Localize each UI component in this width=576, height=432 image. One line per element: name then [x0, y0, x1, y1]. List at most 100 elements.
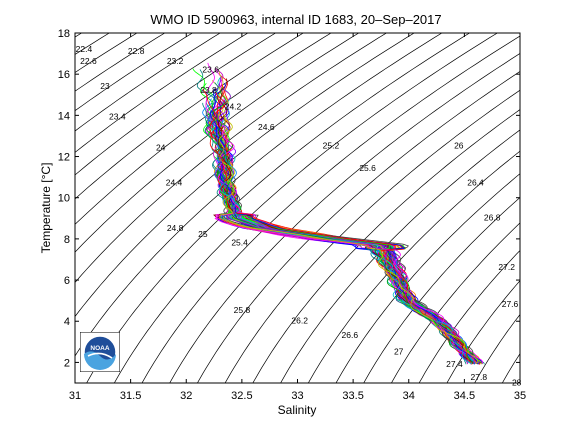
isopycnal-label: 27 — [394, 346, 404, 356]
isopycnal-line — [280, 129, 520, 383]
y-tick-label: 16 — [58, 69, 70, 81]
x-tick-label: 34.5 — [454, 390, 475, 402]
isopycnal-line — [75, 33, 110, 55]
y-tick-label: 2 — [64, 357, 70, 369]
x-tick-label: 31 — [69, 390, 81, 402]
isopycnal-label: 28 — [512, 377, 522, 387]
isopycnal-line — [86, 33, 471, 383]
profile-line — [232, 212, 472, 365]
isopycnal-label: 24 — [156, 143, 166, 153]
isopycnal-label: 26.8 — [484, 213, 501, 223]
isopycnal-line — [75, 33, 277, 176]
profile-line — [219, 131, 474, 364]
isopycnal-label: 26.6 — [342, 330, 359, 340]
isopycnal-line — [141, 35, 520, 383]
isopycnal-label: 22.8 — [128, 46, 145, 56]
x-tick-label: 34 — [403, 390, 415, 402]
isopycnal-line — [75, 33, 360, 253]
isopycnal-line — [75, 33, 332, 225]
isopycnal-line — [75, 33, 415, 318]
profile-lines — [192, 62, 485, 365]
isopycnal-label: 23 — [100, 81, 110, 91]
y-axis-label: Temperature [°C] — [39, 163, 53, 254]
isopycnal-line — [75, 33, 249, 153]
isopycnal-line — [197, 71, 520, 383]
isopycnal-line — [75, 33, 388, 284]
x-axis: 31 31.5 32 32.5 33 33.5 34 34.5 35 — [69, 33, 526, 402]
x-axis-label: Salinity — [278, 403, 317, 417]
isopycnal-label: 22.4 — [76, 44, 93, 54]
isopycnal-line — [501, 353, 520, 383]
y-tick-label: 18 — [58, 28, 70, 40]
isopycnal-label: 25.8 — [234, 305, 251, 315]
profile-line — [215, 126, 474, 364]
profile-line — [228, 221, 478, 364]
isopycnal-label: 26 — [454, 140, 464, 150]
y-tick-label: 6 — [64, 275, 70, 287]
profile-line — [216, 84, 481, 365]
isopycnal-label: 23.6 — [202, 64, 219, 74]
isopycnal-line — [418, 250, 520, 383]
isopycnal-label: 22.6 — [80, 56, 97, 66]
isopycnal-label: 23.8 — [200, 85, 217, 95]
isopycnal-line — [75, 33, 221, 132]
isopycnal-lines — [0, 12, 576, 403]
isopycnal-label: 25.6 — [359, 163, 376, 173]
x-tick-label: 32.5 — [231, 390, 252, 402]
isopycnal-line — [169, 53, 520, 383]
isopycnal-label: 25 — [198, 229, 208, 239]
y-tick-label: 12 — [58, 152, 70, 164]
profile-line — [214, 106, 471, 364]
isopycnal-line — [547, 12, 576, 403]
isopycnal-label: 25.2 — [323, 140, 340, 150]
isopycnal-line — [446, 280, 520, 383]
chart-title: WMO ID 5900963, internal ID 1683, 20–Sep… — [150, 12, 441, 27]
isopycnal-line — [474, 313, 520, 383]
isopycnal-line — [307, 150, 520, 383]
y-tick-label: 4 — [64, 316, 70, 328]
profile-line — [219, 114, 479, 364]
isopycnal-labels: 22.4 22.6 22.8 23 23.2 23.4 23.6 23.8 24 24.2 24.4… — [76, 44, 522, 388]
isopycnal-label: 26.2 — [291, 315, 308, 325]
isopycnal-line — [224, 89, 520, 383]
x-tick-label: 35 — [514, 390, 526, 402]
isopycnal-label: 27.4 — [446, 359, 463, 369]
profile-line — [213, 104, 471, 364]
y-tick-label: 8 — [64, 234, 70, 246]
profile-line — [254, 225, 475, 364]
isopycnal-line — [75, 33, 304, 200]
profile-line — [210, 88, 478, 364]
isopycnal-label: 26.4 — [467, 178, 484, 188]
x-tick-label: 33.5 — [342, 390, 363, 402]
plot-area: 22.422.622.82323.223.423.623.82424.224.4… — [0, 12, 576, 403]
isopycnal-line — [252, 109, 520, 383]
y-tick-label: 14 — [58, 110, 70, 122]
isopycnal-label: 23.4 — [109, 112, 126, 122]
x-tick-label: 33 — [291, 390, 303, 402]
isopycnal-line — [113, 33, 499, 383]
isopycnal-line — [391, 222, 520, 383]
isopycnal-line — [335, 173, 520, 383]
isopycnal-label: 23.2 — [167, 56, 184, 66]
profile-line — [215, 212, 476, 364]
profile-line — [218, 133, 475, 364]
isopycnal-line — [0, 12, 33, 403]
profile-line — [202, 89, 472, 365]
isopycnal-label: 27.6 — [502, 299, 519, 309]
isopycnal-line — [363, 196, 520, 383]
isopycnal-label: 27.2 — [498, 262, 515, 272]
x-tick-label: 31.5 — [120, 390, 141, 402]
isopycnal-label: 25.4 — [231, 237, 248, 247]
profile-line — [217, 213, 472, 364]
isopycnal-label: 24.6 — [258, 122, 275, 132]
isopycnal-label: 24.8 — [167, 223, 184, 233]
isopycnal-line — [75, 33, 166, 92]
logo-text: NOAA — [90, 345, 109, 352]
isopycnal-line — [519, 12, 576, 403]
isopycnal-label: 27.8 — [471, 372, 488, 382]
isopycnal-line — [75, 33, 194, 112]
isopycnal-label: 24.2 — [225, 101, 242, 111]
isopycnal-label: 24.4 — [166, 178, 183, 188]
